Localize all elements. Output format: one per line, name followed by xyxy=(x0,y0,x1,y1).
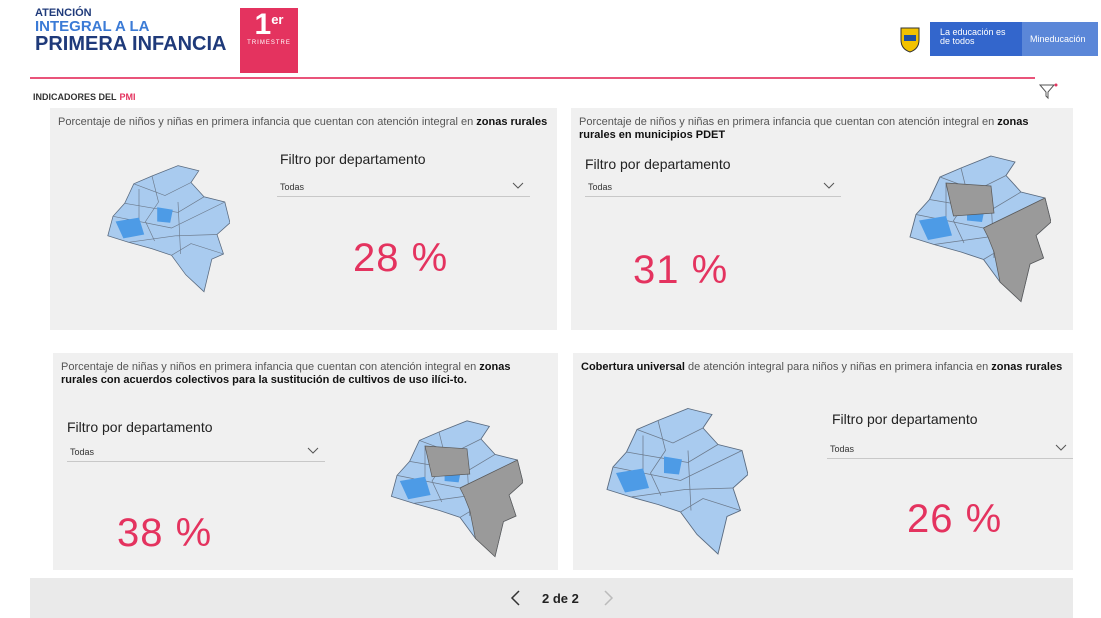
indicator-value: 31 % xyxy=(633,248,728,293)
indicator-panel: Cobertura universal de atención integral… xyxy=(573,353,1073,570)
pager: 2 de 2 xyxy=(30,578,1073,618)
section-text: INDICADORES DEL xyxy=(33,92,117,102)
description-text: Porcentaje de niños y niñas en primera i… xyxy=(58,116,476,128)
description-text: Cobertura universal xyxy=(581,361,685,373)
logo-text: INTEGRAL A LA xyxy=(35,19,226,34)
gov-slogan: La educación es de todos xyxy=(930,22,1022,56)
shield-icon xyxy=(898,25,922,53)
prev-page[interactable] xyxy=(510,590,522,606)
dashboard: ATENCIÓN INTEGRAL A LA PRIMERA INFANCIA … xyxy=(0,0,1101,618)
description-text: Porcentaje de niños y niñas en primera i… xyxy=(579,116,997,128)
dropdown-value: Todas xyxy=(280,182,304,192)
dropdown-value: Todas xyxy=(70,447,94,457)
indicator-panel: Porcentaje de niños y niñas en primera i… xyxy=(50,108,557,330)
filter-dropdown[interactable]: Todas xyxy=(585,175,841,197)
badge-label: TRIMESTRE xyxy=(240,40,298,46)
filter-icon[interactable] xyxy=(1038,82,1058,100)
quarter-badge: 1er TRIMESTRE xyxy=(240,8,298,73)
panel-description: Cobertura universal de atención integral… xyxy=(581,361,1065,374)
filter-label: Filtro por departamento xyxy=(832,411,978,427)
filter-dropdown[interactable]: Todas xyxy=(277,175,530,197)
map xyxy=(383,408,523,568)
indicator-panel: Porcentaje de niñas y niños en primera i… xyxy=(53,353,558,570)
indicator-value: 26 % xyxy=(907,497,1002,542)
section-highlight: PMI xyxy=(120,92,136,102)
badge-number: 1 xyxy=(255,8,272,41)
panel-description: Porcentaje de niñas y niños en primera i… xyxy=(61,361,550,386)
filter-label: Filtro por departamento xyxy=(585,156,731,172)
filter-label: Filtro por departamento xyxy=(280,151,426,167)
badge-suffix: er xyxy=(271,12,283,27)
indicator-value: 38 % xyxy=(117,511,212,556)
description-text: de atención integral para niños y niñas … xyxy=(685,361,991,373)
indicator-panel: Porcentaje de niños y niñas en primera i… xyxy=(571,108,1073,330)
dropdown-value: Todas xyxy=(588,182,612,192)
panel-description: Porcentaje de niños y niñas en primera i… xyxy=(58,116,549,129)
description-text: zonas rurales xyxy=(991,361,1062,373)
gov-logo: La educación es de todos Mineducación xyxy=(898,22,1098,56)
filter-dropdown[interactable]: Todas xyxy=(827,437,1073,459)
description-text: zonas rurales xyxy=(476,116,547,128)
map xyxy=(901,128,1051,328)
dropdown-value: Todas xyxy=(830,444,854,454)
gov-ministry: Mineducación xyxy=(1022,22,1098,56)
map xyxy=(100,153,230,303)
logo: ATENCIÓN INTEGRAL A LA PRIMERA INFANCIA xyxy=(35,8,226,54)
next-page[interactable] xyxy=(602,590,614,606)
map xyxy=(598,393,748,568)
logo-text: PRIMERA INFANCIA xyxy=(35,34,226,54)
filter-dropdown[interactable]: Todas xyxy=(67,440,325,462)
filter-label: Filtro por departamento xyxy=(67,419,213,435)
page-indicator: 2 de 2 xyxy=(542,591,579,606)
indicator-value: 28 % xyxy=(353,236,448,281)
description-text: Porcentaje de niñas y niños en primera i… xyxy=(61,361,479,373)
header-rule xyxy=(30,77,1035,79)
